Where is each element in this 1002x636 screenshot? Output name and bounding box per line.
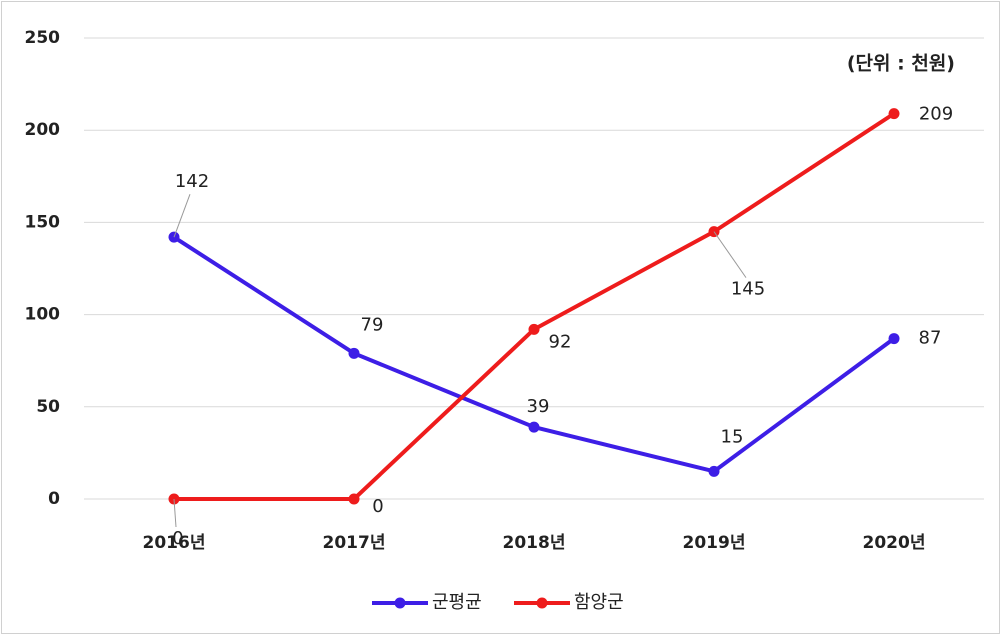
x-tick-label: 2020년 <box>863 533 926 553</box>
leader-line <box>713 231 747 278</box>
legend-label: 함양군 <box>574 592 624 613</box>
y-tick-label: 250 <box>25 28 61 48</box>
data-label: 92 <box>549 331 572 352</box>
data-label: 209 <box>919 104 953 125</box>
x-tick-label: 2019년 <box>683 533 746 553</box>
data-label: 145 <box>731 279 765 300</box>
data-point <box>888 108 900 120</box>
data-point <box>888 333 900 345</box>
data-label: 79 <box>361 314 384 335</box>
x-tick-label: 2018년 <box>503 533 566 553</box>
y-tick-label: 200 <box>25 120 61 140</box>
x-tick-label: 2017년 <box>323 533 386 553</box>
legend-label: 군평균 <box>432 592 482 613</box>
y-tick-label: 50 <box>36 397 60 417</box>
unit-annotation: (단위 : 천원) <box>847 53 955 75</box>
data-label: 15 <box>721 426 744 447</box>
y-tick-label: 0 <box>48 489 60 509</box>
data-label: 0 <box>372 496 383 517</box>
legend-marker <box>536 597 548 609</box>
data-point <box>348 347 360 359</box>
data-point <box>528 421 540 433</box>
data-label: 142 <box>175 171 209 192</box>
data-point <box>348 493 360 505</box>
data-point <box>708 465 720 477</box>
data-label: 0 <box>172 528 183 549</box>
leader-line <box>173 498 177 528</box>
data-label: 39 <box>527 396 550 417</box>
x-tick-label: 2016년 <box>143 533 206 553</box>
y-tick-label: 150 <box>25 212 61 232</box>
legend-marker <box>394 597 406 609</box>
leader-line <box>173 193 191 238</box>
data-label: 87 <box>919 328 942 349</box>
y-tick-label: 100 <box>25 305 61 325</box>
data-point <box>528 323 540 335</box>
